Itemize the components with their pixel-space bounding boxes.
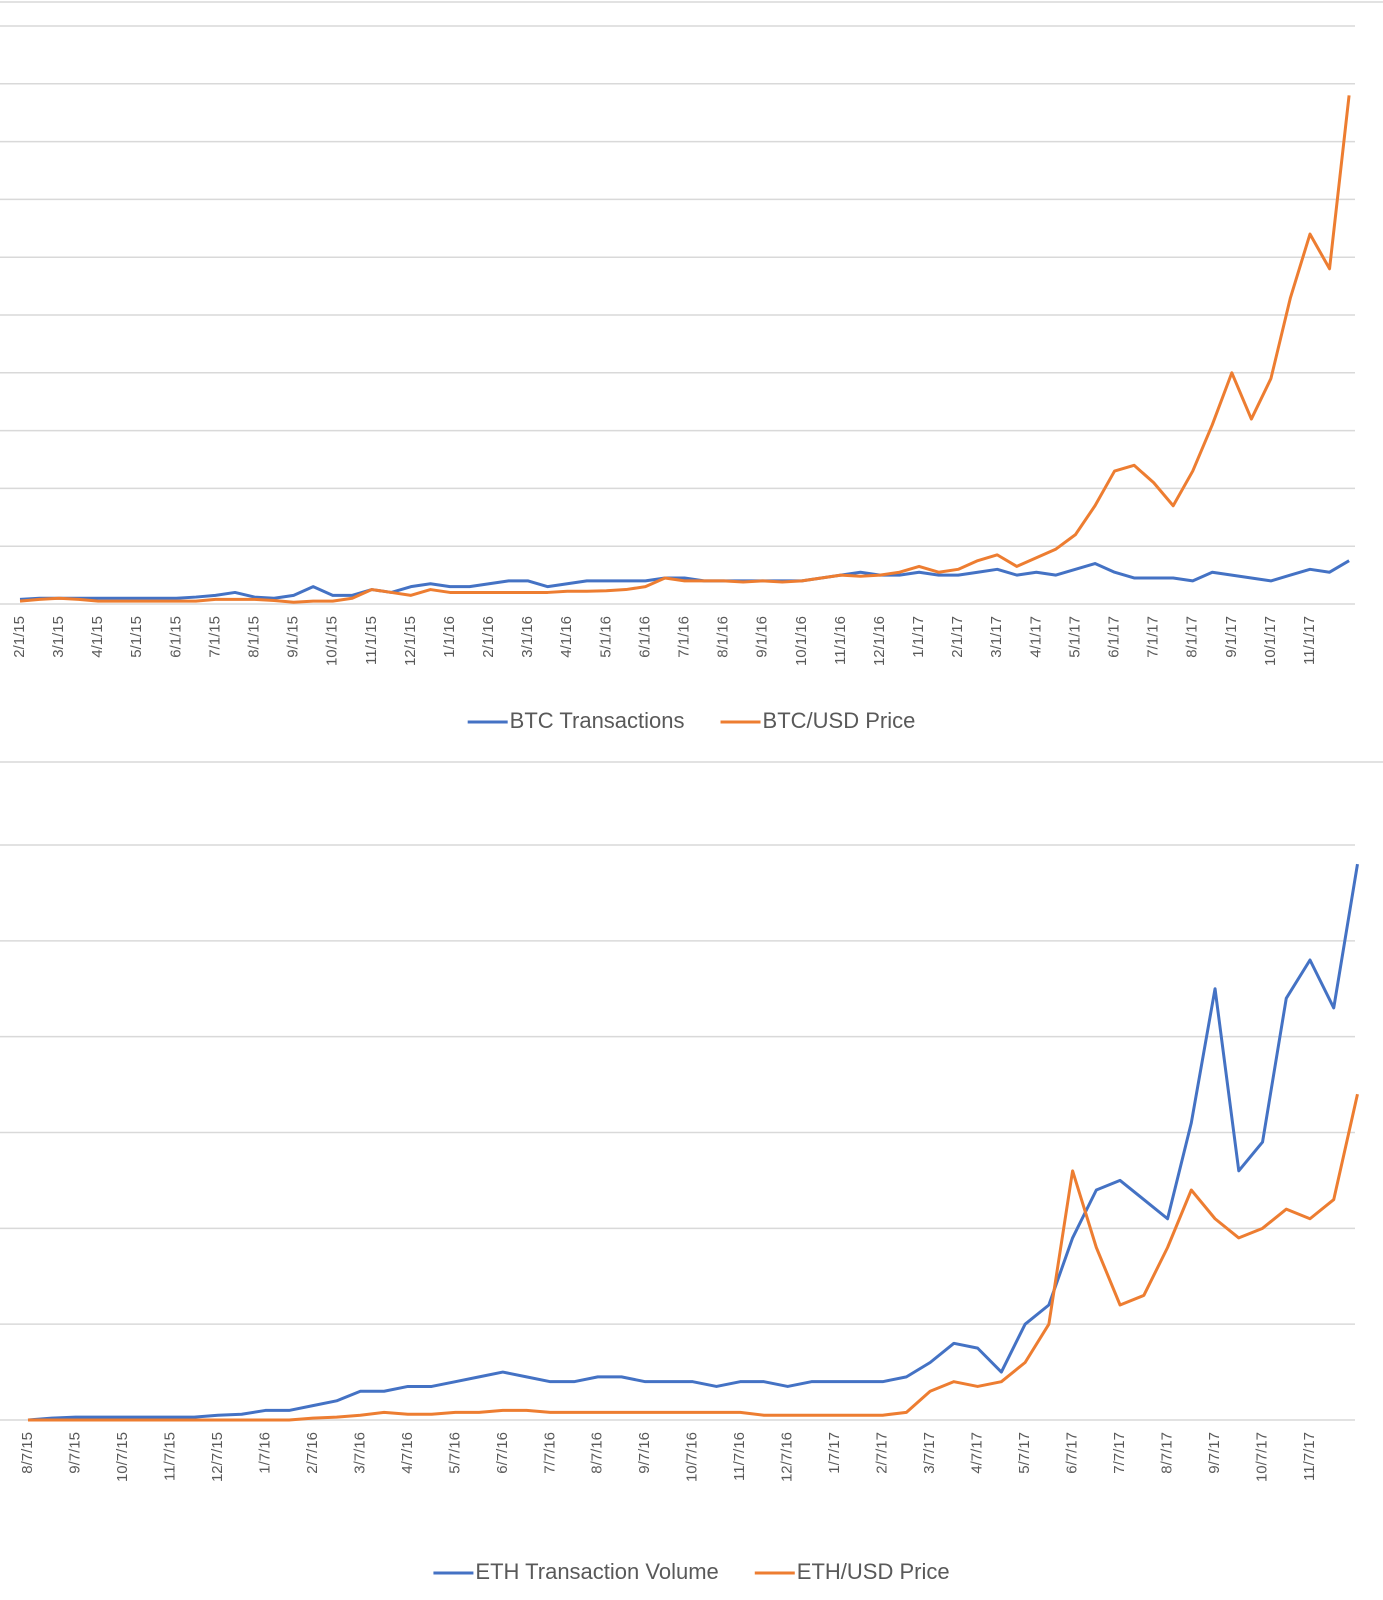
x-tick-label: 9/1/16: [754, 616, 771, 658]
x-tick-label: 9/7/17: [1206, 1432, 1223, 1474]
x-tick-label: 7/7/17: [1111, 1432, 1128, 1474]
x-tick-label: 4/1/16: [558, 616, 575, 658]
x-tick-label: 8/1/16: [715, 616, 732, 658]
x-tick-label: 8/7/17: [1159, 1432, 1176, 1474]
x-tick-label: 1/7/16: [256, 1432, 273, 1474]
x-tick-label: 12/1/15: [402, 616, 419, 666]
legend-label: ETH/USD Price: [797, 1559, 950, 1584]
x-tick-label: 3/1/15: [50, 616, 67, 658]
x-tick-label: 2/7/17: [874, 1432, 891, 1474]
x-tick-label: 12/7/15: [209, 1432, 226, 1482]
x-tick-label: 7/1/15: [206, 616, 223, 658]
x-tick-label: 11/1/17: [1301, 616, 1318, 665]
x-tick-label: 6/1/17: [1106, 616, 1123, 658]
x-tick-label: 7/1/16: [676, 616, 693, 658]
x-tick-label: 11/1/15: [363, 616, 380, 665]
legend-label: ETH Transaction Volume: [475, 1559, 718, 1584]
x-tick-label: 3/7/16: [351, 1432, 368, 1474]
x-tick-label: 2/1/15: [11, 616, 28, 658]
x-tick-label: 6/7/16: [494, 1432, 511, 1474]
x-tick-label: 2/1/17: [949, 616, 966, 658]
x-tick-label: 10/1/17: [1262, 616, 1279, 666]
x-tick-label: 2/7/16: [304, 1432, 321, 1474]
x-tick-label: 11/7/15: [161, 1432, 178, 1481]
x-tick-label: 10/7/17: [1253, 1432, 1270, 1482]
x-tick-label: 4/7/17: [969, 1432, 986, 1474]
x-tick-label: 3/1/16: [519, 616, 536, 658]
x-tick-label: 11/1/16: [832, 616, 849, 665]
x-tick-label: 8/7/15: [19, 1432, 36, 1474]
legend-label: BTC Transactions: [510, 708, 685, 733]
x-tick-label: 6/7/17: [1064, 1432, 1081, 1474]
x-tick-label: 6/1/16: [636, 616, 653, 658]
x-tick-label: 10/7/15: [114, 1432, 131, 1482]
legend-label: BTC/USD Price: [763, 708, 916, 733]
x-tick-label: 1/1/17: [910, 616, 927, 658]
series-line: [19, 559, 1350, 601]
x-tick-label: 3/7/17: [921, 1432, 938, 1474]
x-tick-label: 8/1/15: [246, 616, 263, 658]
x-tick-label: 5/7/16: [446, 1432, 463, 1474]
x-tick-label: 11/7/16: [731, 1432, 748, 1481]
x-tick-label: 5/1/17: [1066, 616, 1083, 658]
x-tick-label: 5/1/15: [128, 616, 145, 658]
series-line: [27, 863, 1359, 1422]
x-tick-label: 9/1/17: [1223, 616, 1240, 658]
series-line: [19, 95, 1351, 604]
x-tick-label: 10/7/16: [684, 1432, 701, 1482]
x-tick-label: 11/7/17: [1301, 1432, 1318, 1481]
series-line: [28, 1093, 1359, 1422]
x-tick-label: 6/1/15: [167, 616, 184, 658]
x-tick-label: 1/1/16: [441, 616, 458, 658]
x-tick-label: 9/7/16: [636, 1432, 653, 1474]
x-tick-label: 8/7/16: [589, 1432, 606, 1474]
x-tick-label: 5/1/16: [597, 616, 614, 658]
x-tick-label: 8/1/17: [1184, 616, 1201, 658]
x-tick-label: 3/1/17: [988, 616, 1005, 658]
x-tick-label: 9/7/15: [66, 1432, 83, 1474]
x-tick-label: 12/1/16: [871, 616, 888, 666]
x-tick-label: 4/1/17: [1027, 616, 1044, 658]
x-tick-label: 7/7/16: [541, 1432, 558, 1474]
x-tick-label: 10/1/16: [793, 616, 810, 666]
x-tick-label: 4/7/16: [399, 1432, 416, 1474]
x-tick-label: 12/7/16: [779, 1432, 796, 1482]
x-tick-label: 4/1/15: [89, 616, 106, 658]
x-tick-label: 9/1/15: [285, 616, 302, 658]
x-tick-label: 5/7/17: [1016, 1432, 1033, 1474]
x-tick-label: 1/7/17: [826, 1432, 843, 1474]
x-tick-label: 10/1/15: [324, 616, 341, 666]
x-tick-label: 7/1/17: [1145, 616, 1162, 658]
x-tick-label: 2/1/16: [480, 616, 497, 658]
